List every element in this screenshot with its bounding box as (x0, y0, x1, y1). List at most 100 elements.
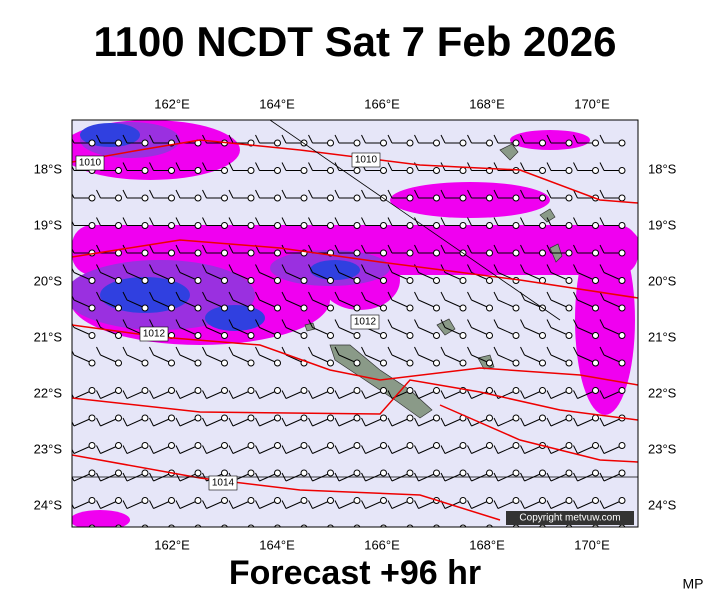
isobar-label-box (75, 155, 105, 171)
station (433, 304, 440, 312)
station (486, 414, 493, 422)
station (88, 442, 96, 449)
station (300, 497, 308, 504)
station (539, 249, 546, 257)
station (565, 414, 573, 422)
barb-flag (440, 134, 446, 144)
station (300, 304, 308, 312)
barb-flag (335, 528, 339, 536)
station (115, 222, 122, 229)
barb-flag (175, 264, 181, 273)
station (88, 332, 96, 339)
station (618, 194, 626, 202)
barb-flag (387, 291, 393, 301)
barb-flag (546, 390, 552, 399)
station (380, 249, 387, 257)
station (406, 249, 414, 257)
barb-flag (175, 189, 181, 199)
station (618, 222, 626, 229)
barb-flag (96, 134, 101, 144)
barb-flag (228, 319, 234, 328)
barb-flag (493, 244, 499, 254)
station (300, 167, 308, 174)
station (539, 524, 546, 527)
barb-flag (202, 417, 207, 427)
lat-label: 21°S (34, 329, 63, 344)
barb-flag (175, 244, 181, 254)
station (406, 469, 414, 477)
barb-flag (70, 528, 74, 536)
station (539, 222, 546, 229)
station (380, 304, 387, 312)
barb-flag (573, 217, 578, 226)
barb-flag (493, 291, 499, 301)
station (300, 414, 308, 422)
station (88, 194, 96, 202)
station (592, 139, 599, 147)
station (539, 139, 546, 147)
station (512, 139, 520, 147)
barb-flag (149, 500, 154, 509)
barb-flag (387, 346, 393, 356)
barb-flag (308, 244, 313, 254)
station (353, 524, 361, 527)
station (433, 359, 440, 367)
barb-flag (149, 162, 154, 171)
barb-flag (414, 417, 419, 427)
barb-flag (440, 319, 446, 328)
station (565, 167, 573, 174)
station (539, 332, 546, 339)
station (380, 332, 387, 339)
station (539, 167, 546, 174)
barb-flag (308, 346, 313, 356)
station (459, 469, 467, 477)
barb-flag (520, 162, 525, 171)
station (274, 442, 281, 449)
station (221, 442, 228, 449)
station (88, 222, 96, 229)
station (565, 497, 573, 504)
barb-flag (599, 445, 605, 454)
station (486, 442, 493, 449)
barb-flag (96, 417, 101, 427)
station (194, 304, 202, 312)
barb-flag (202, 244, 207, 254)
title: 1100 NCDT Sat 7 Feb 2026 (94, 18, 617, 65)
barb-flag (72, 393, 75, 399)
barb-flag (122, 390, 128, 399)
barb-flag (334, 217, 340, 226)
barb-flag (255, 346, 260, 356)
station (115, 414, 122, 422)
station (327, 194, 334, 202)
barb-flag (520, 346, 525, 356)
station (565, 442, 573, 449)
station (327, 442, 334, 449)
barb-shaft (207, 528, 225, 536)
barb-flag (493, 500, 499, 509)
lon-label: 162°E (154, 537, 190, 552)
lat-label: 23°S (648, 441, 677, 456)
station (353, 387, 361, 394)
barb-flag (176, 528, 180, 536)
barb-flag (175, 500, 181, 509)
barb-flag (546, 217, 552, 226)
station (141, 194, 149, 202)
barb-flag (149, 189, 154, 199)
barb-flag (255, 162, 260, 171)
station (512, 414, 520, 422)
station (459, 359, 467, 367)
copyright-box (506, 511, 634, 525)
barb-flag (122, 189, 128, 199)
station (353, 304, 361, 312)
station (592, 222, 599, 229)
station (141, 304, 149, 312)
barb-flag (467, 264, 472, 273)
barb-flag (149, 390, 154, 399)
barb-flag (175, 319, 181, 328)
station (168, 497, 175, 504)
barb-flag (546, 244, 552, 254)
station (406, 524, 414, 527)
station (300, 277, 308, 284)
barb-flag (122, 134, 128, 144)
